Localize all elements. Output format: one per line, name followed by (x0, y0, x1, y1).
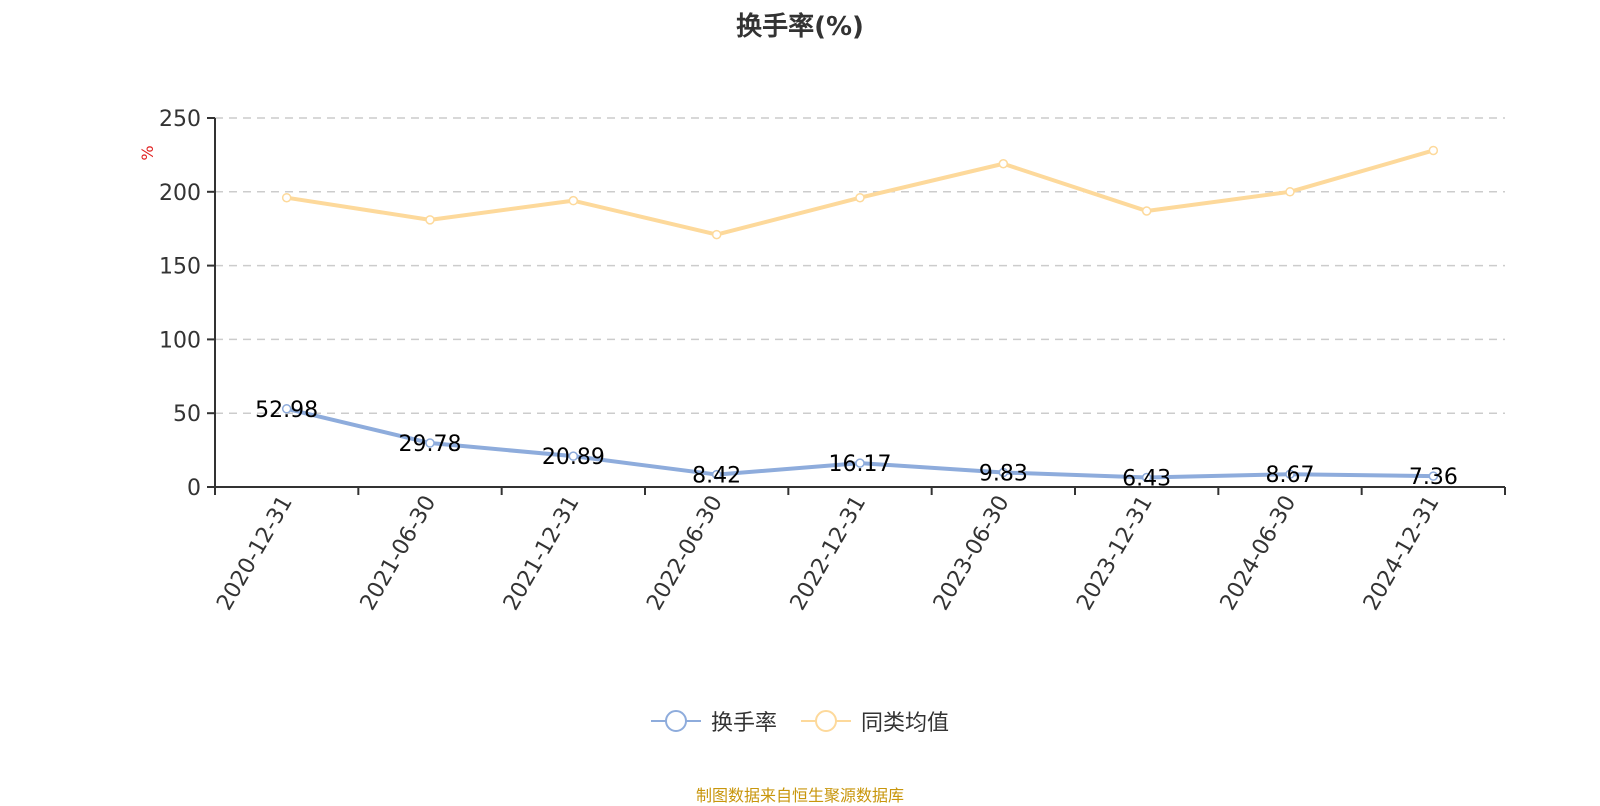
source-note: 制图数据来自恒生聚源数据库 (695, 786, 904, 805)
data-point[interactable] (281, 192, 292, 203)
data-point[interactable] (1285, 469, 1295, 479)
x-tick-label: 2021-12-31 (499, 492, 585, 615)
data-label: 16.17 (829, 452, 892, 477)
y-axis-unit: % (138, 145, 157, 160)
y-tick-label: 150 (159, 255, 201, 280)
data-point[interactable] (568, 195, 579, 206)
x-tick-label: 2022-06-30 (642, 492, 728, 615)
data-label: 52.98 (255, 398, 318, 423)
data-point[interactable] (1285, 187, 1295, 197)
legend-item-peer-average[interactable]: 同类均值 (801, 705, 949, 737)
y-tick-label: 50 (173, 402, 201, 427)
data-label: 6.43 (1122, 467, 1171, 492)
x-tick-label: 2020-12-31 (212, 492, 298, 615)
legend-label: 换手率 (710, 711, 777, 736)
x-tick-label: 2023-12-31 (1072, 492, 1158, 615)
chart-title: 换手率(%) (736, 12, 864, 42)
data-label: 7.36 (1409, 465, 1458, 490)
x-tick-label: 2022-12-31 (786, 492, 872, 615)
data-point[interactable] (998, 159, 1009, 169)
data-point[interactable] (1428, 145, 1439, 156)
data-point[interactable] (1141, 472, 1152, 483)
line-chart: 0 50 100 150 200 250% 2020-12-31 2021-06-30 2021… (138, 107, 1506, 615)
data-point[interactable] (855, 192, 865, 203)
data-point[interactable] (1428, 471, 1439, 481)
data-point[interactable] (568, 451, 579, 461)
x-tick-label: 2024-12-31 (1359, 492, 1445, 615)
legend: 换手率 同类均值 (0, 705, 1600, 737)
y-tick-label: 250 (159, 107, 201, 132)
data-point[interactable] (711, 469, 722, 480)
data-point[interactable] (711, 229, 722, 240)
x-tick-label: 2023-06-30 (929, 491, 1015, 614)
x-tick-label: 2024-06-30 (1216, 492, 1302, 615)
data-point[interactable] (425, 438, 435, 448)
line-circle-icon (650, 710, 701, 732)
data-point[interactable] (1141, 206, 1152, 216)
data-label: 8.67 (1266, 463, 1315, 488)
data-point[interactable] (855, 458, 865, 468)
y-tick-label: 0 (187, 476, 201, 501)
line-circle-icon (801, 710, 851, 732)
y-tick-label: 100 (159, 328, 201, 353)
data-point[interactable] (998, 467, 1009, 478)
data-label: 20.89 (542, 445, 605, 470)
legend-item-turnover[interactable]: 换手率 (650, 705, 777, 737)
data-point[interactable] (425, 215, 435, 225)
legend-label: 同类均值 (861, 711, 950, 736)
data-point[interactable] (281, 404, 292, 414)
data-label: 9.83 (979, 461, 1028, 486)
y-tick-label: 200 (159, 181, 201, 206)
data-label: 8.42 (692, 464, 741, 489)
data-label: 29.78 (399, 432, 462, 457)
x-tick-label: 2021-06-30 (356, 492, 442, 615)
